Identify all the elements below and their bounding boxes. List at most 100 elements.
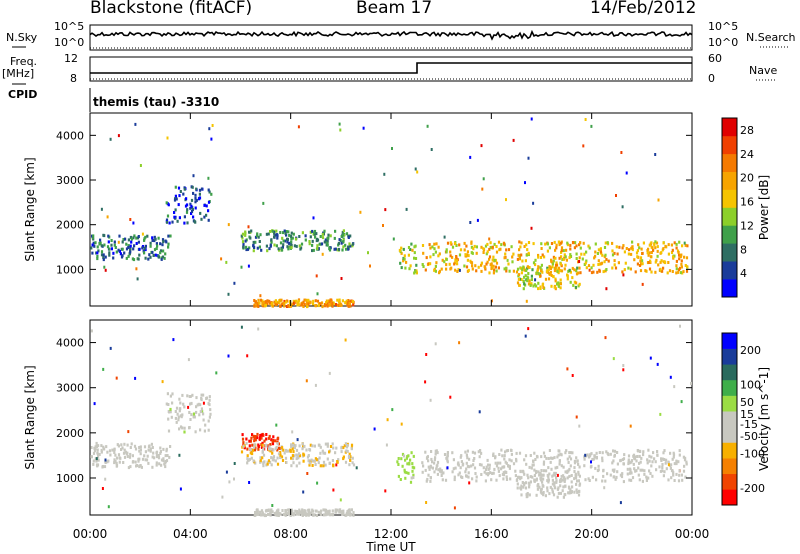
data-cell <box>560 474 563 478</box>
data-cell <box>460 460 463 464</box>
data-cell <box>298 444 301 448</box>
data-cell <box>643 472 646 476</box>
data-cell <box>654 460 657 464</box>
data-cell <box>245 437 248 441</box>
data-cell <box>532 242 535 246</box>
data-cell <box>98 242 101 246</box>
data-cell <box>258 510 262 514</box>
data-cell <box>320 509 323 513</box>
data-cell <box>240 450 244 454</box>
data-cell <box>183 187 186 191</box>
data-cell <box>284 511 287 515</box>
data-cell <box>667 252 670 256</box>
data-cell <box>632 462 635 466</box>
data-cell <box>535 271 538 275</box>
data-cell <box>189 206 192 210</box>
data-cell <box>119 456 122 460</box>
colorbar-tick-label: 4 <box>740 267 747 280</box>
data-cell <box>540 455 543 459</box>
data-cell <box>95 459 98 463</box>
data-cell <box>351 461 354 465</box>
data-cell <box>262 453 266 457</box>
data-cell <box>502 477 505 481</box>
data-cell <box>480 473 483 476</box>
y-axis-label: Slant Range [km] <box>23 157 37 261</box>
data-cell <box>291 236 294 240</box>
data-cell <box>516 482 519 486</box>
data-cell <box>673 462 676 466</box>
data-cell <box>274 439 277 443</box>
data-cell <box>662 451 665 455</box>
data-cell <box>287 247 290 251</box>
data-cell <box>475 479 478 483</box>
data-cell <box>541 473 545 477</box>
data-cell <box>516 281 520 285</box>
data-cell <box>643 469 646 473</box>
data-cell <box>573 490 576 494</box>
data-cell <box>573 280 576 284</box>
cpid-label: CPID <box>8 88 38 101</box>
data-cell <box>252 244 255 247</box>
data-cell <box>269 513 272 517</box>
data-cell <box>315 458 318 462</box>
data-cell <box>535 478 538 482</box>
data-cell <box>429 476 432 480</box>
data-cell <box>292 445 295 449</box>
data-cell <box>271 510 274 514</box>
data-cell <box>192 191 195 195</box>
data-cell <box>559 282 562 286</box>
data-cell <box>151 239 154 242</box>
data-cell <box>320 242 324 246</box>
data-cell <box>149 255 152 259</box>
scatter-dot <box>619 501 622 505</box>
data-cell <box>623 250 626 254</box>
freq-left-tick-top: 12 <box>64 52 78 65</box>
data-cell <box>566 457 569 461</box>
data-cell <box>648 469 651 473</box>
data-cell <box>167 242 170 246</box>
data-cell <box>174 416 177 420</box>
data-cell <box>114 246 117 249</box>
data-cell <box>334 229 337 233</box>
data-cell <box>316 237 319 241</box>
data-cell <box>400 246 403 250</box>
data-cell <box>458 243 461 247</box>
scatter-dot <box>296 438 299 442</box>
data-cell <box>348 242 351 246</box>
data-cell <box>264 300 267 304</box>
scatter-dot <box>629 424 632 428</box>
data-cell <box>161 238 165 242</box>
data-cell <box>484 479 487 483</box>
data-cell <box>573 477 576 481</box>
data-cell <box>277 442 280 446</box>
data-cell <box>536 269 539 273</box>
data-cell <box>557 281 560 285</box>
data-cell <box>537 255 540 259</box>
data-cell <box>440 469 443 473</box>
data-cell <box>307 298 310 302</box>
scatter-dot <box>359 210 362 214</box>
data-cell <box>566 243 569 247</box>
data-cell <box>315 514 319 517</box>
data-cell <box>253 445 256 449</box>
data-cell <box>433 461 436 465</box>
data-cell <box>595 478 598 482</box>
data-cell <box>597 248 600 252</box>
data-cell <box>546 486 549 490</box>
data-cell <box>265 232 268 236</box>
data-cell <box>493 258 496 262</box>
data-cell <box>163 462 166 466</box>
data-cell <box>636 249 639 253</box>
data-cell <box>183 221 186 225</box>
data-cell <box>437 468 440 472</box>
data-cell <box>295 512 298 516</box>
data-cell <box>448 262 451 266</box>
data-cell <box>256 246 259 250</box>
data-cell <box>167 417 170 421</box>
data-cell <box>167 234 170 238</box>
data-cell <box>434 269 437 273</box>
scatter-dot <box>129 218 132 221</box>
data-cell <box>441 258 444 262</box>
data-cell <box>678 473 681 477</box>
